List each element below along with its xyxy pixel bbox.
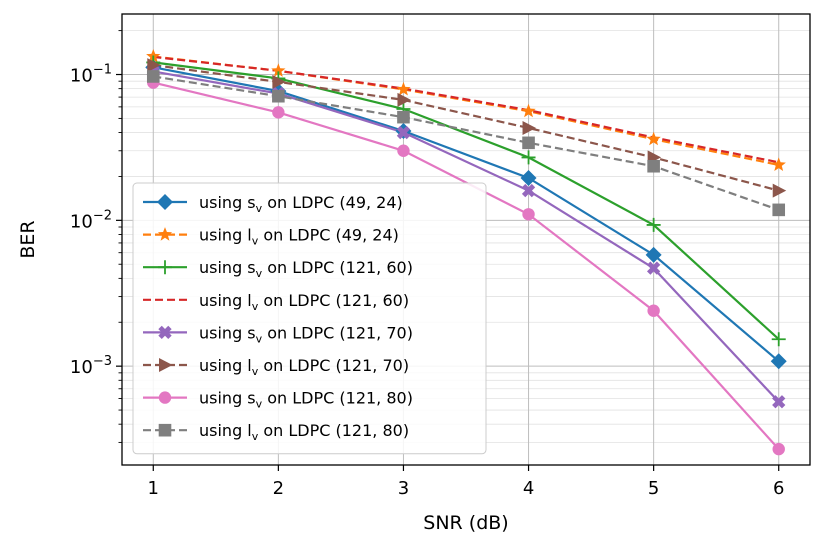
data-point-series-8	[647, 159, 660, 173]
legend-marker-2	[157, 227, 173, 241]
data-point-series-7	[272, 106, 285, 119]
legend: using sv on LDPC (49, 24) using lv on LDP…	[132, 182, 487, 455]
data-point-series-6	[397, 92, 411, 107]
y-tick-label: 10−1	[70, 63, 112, 87]
data-point-series-7	[647, 304, 660, 317]
legend-label-2: using lv on LDPC (49, 24)	[199, 226, 399, 248]
data-point-series-5	[521, 183, 536, 198]
legend-marker-8	[158, 423, 172, 437]
data-point-series-6	[272, 74, 286, 89]
data-point-series-5	[396, 125, 411, 140]
data-point-series-5	[772, 395, 786, 409]
data-point-series-3	[521, 150, 536, 165]
data-point-series-5-bar	[396, 125, 411, 140]
data-point-series-5-bar	[772, 395, 786, 409]
legend-label-7: using sv on LDPC (121, 80)	[199, 389, 413, 411]
series-line-4	[153, 55, 779, 164]
plot-frame	[121, 13, 811, 466]
series-lines	[153, 55, 780, 450]
y-tick-label: 10−3	[70, 354, 112, 378]
legend-label-4: using lv on LDPC (121, 60)	[199, 291, 409, 313]
legend-marker-1	[157, 194, 173, 210]
series-markers	[145, 49, 787, 456]
series-line-5	[153, 70, 780, 403]
data-point-series-2	[521, 103, 536, 118]
legend-label-6: using lv on LDPC (121, 70)	[199, 356, 409, 378]
data-point-series-2	[396, 81, 411, 96]
data-point-series-2	[271, 63, 286, 77]
legend-marker-6	[159, 358, 173, 372]
data-point-series-5	[646, 261, 661, 275]
legend-marker-5-bar	[158, 325, 172, 340]
legend-marker-5	[158, 325, 172, 340]
legend-label-8: using lv on LDPC (121, 80)	[199, 421, 409, 443]
data-point-series-1	[770, 353, 787, 370]
legend-marker-7	[158, 391, 172, 404]
legend-marker-3	[158, 260, 172, 275]
x-axis-label: SNR (dB)	[423, 512, 508, 534]
data-point-series-5-bar	[646, 261, 661, 275]
data-point-series-5-bar	[521, 183, 536, 198]
x-tick-label: 3	[398, 478, 409, 499]
data-point-series-8	[522, 136, 535, 150]
data-point-series-8	[146, 70, 160, 83]
y-axis-label: BER	[17, 220, 39, 258]
y-tick-label: 10−2	[70, 208, 112, 232]
x-tick-label: 6	[773, 478, 784, 499]
x-tick-label: 2	[273, 478, 284, 499]
data-point-series-1	[645, 246, 662, 263]
legend-box	[132, 182, 487, 455]
data-point-series-7	[772, 442, 785, 456]
series-line-1	[153, 66, 780, 363]
series-line-6	[153, 64, 779, 192]
x-tick-label: 1	[148, 478, 159, 499]
data-point-series-8	[272, 89, 285, 103]
series-line-3	[153, 61, 780, 341]
series-line-8	[153, 75, 780, 211]
legend-label-1: using sv on LDPC (49, 24)	[199, 193, 403, 215]
legend-label-5: using sv on LDPC (121, 70)	[199, 323, 413, 345]
data-point-series-7	[397, 144, 410, 157]
x-tick-label: 5	[648, 478, 659, 499]
legend-label-3: using sv on LDPC (121, 60)	[199, 258, 413, 280]
data-point-series-6	[522, 120, 537, 135]
data-point-series-3	[771, 332, 786, 347]
data-point-series-8	[397, 110, 410, 124]
x-tick-label: 4	[523, 478, 534, 499]
axis-ticks: 1 2 3 4 5 6 10−1 10−2 10−3	[70, 30, 784, 499]
data-point-series-1	[520, 170, 537, 187]
data-point-series-2	[771, 157, 786, 171]
data-point-series-8	[772, 203, 786, 217]
data-point-series-2	[646, 131, 661, 146]
data-point-series-6	[772, 183, 787, 198]
data-point-series-7	[522, 208, 535, 221]
data-point-series-3	[646, 217, 661, 232]
data-point-series-6	[147, 58, 161, 73]
